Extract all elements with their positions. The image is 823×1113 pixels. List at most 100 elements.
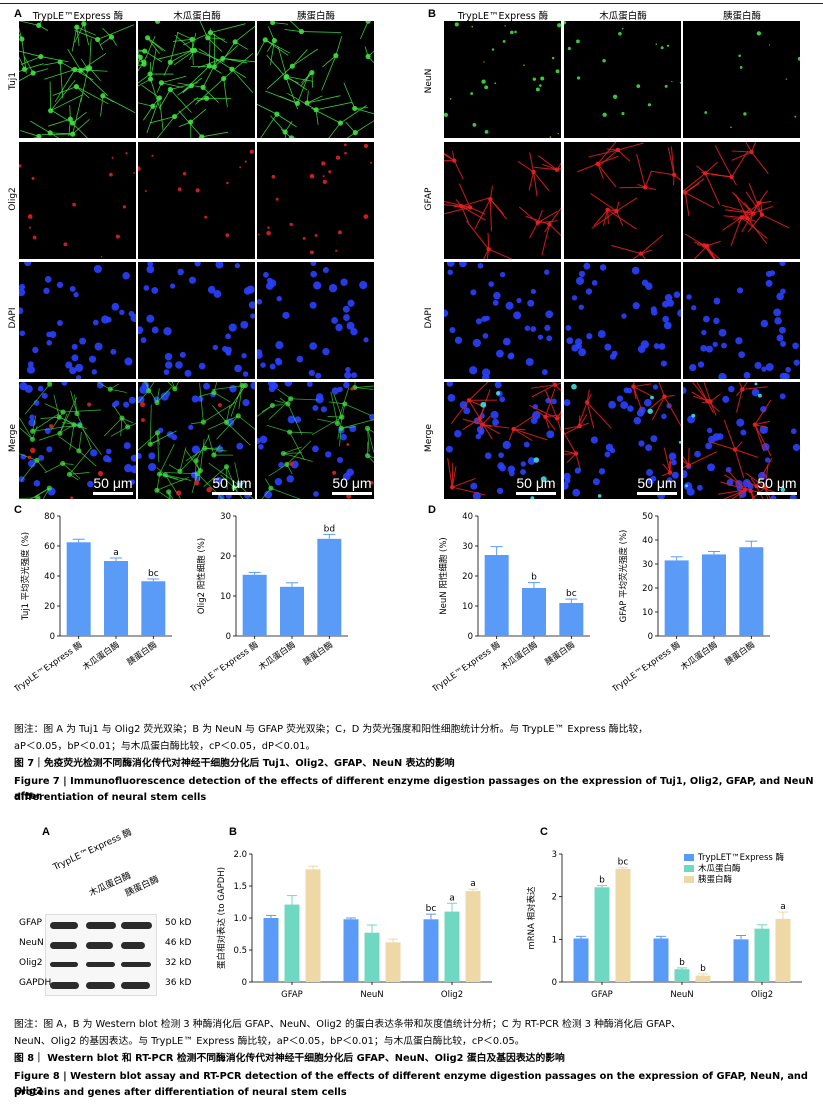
y-axis-label: 蛋白相对表达 (to GAPDH) [216, 867, 227, 969]
fig7-panel-d-label: D [428, 504, 436, 516]
fig7a-image-tuj1-3 [257, 21, 374, 138]
wb-band-gfap-lane-3 [121, 922, 152, 929]
wb-protein-gapdh: GAPDH [19, 978, 52, 988]
fig7-title-en-2: differentiation of neural stem cells [14, 792, 207, 803]
wb-lane-1: TrypLE™Express 酶 [51, 827, 134, 873]
x-tick-label: TrypLE™Express 酶 [190, 639, 261, 695]
wb-band-gapdh-lane-1 [50, 982, 79, 989]
fig7b-col-3: 胰蛋白酶 [722, 11, 761, 22]
x-tick-label: TrypLE™Express 酶 [612, 639, 683, 695]
wb-band-neun-lane-3 [121, 942, 145, 949]
y-tick-label: 20 [642, 584, 653, 594]
wb-protein-neun: NeuN [19, 938, 44, 948]
bar [484, 555, 509, 636]
fig7b-image-dapi-3 [683, 262, 800, 379]
fig7b-row-neun: NeuN [424, 68, 434, 94]
y-tick-label: 1 [552, 935, 557, 945]
bar [522, 588, 546, 636]
fig7-panel-a-label: A [14, 8, 22, 20]
bar [754, 928, 770, 982]
scale-bar-a3: 50 μm [327, 475, 377, 495]
y-tick-label: 20 [44, 602, 55, 612]
bar [573, 938, 589, 982]
x-tick-label: 木瓜蛋白酶 [257, 639, 299, 673]
scale-bar-a2: 50 μm [207, 475, 257, 495]
fig7a-image-olig2-1 [19, 142, 136, 259]
wb-protein-gfap: GFAP [19, 918, 42, 928]
y-axis-label: GFAP 平均荧光强度 (%) [618, 530, 629, 623]
fig7a-image-dapi-1 [19, 262, 136, 379]
x-tick-label: Olig2 [751, 990, 773, 1000]
bar [733, 939, 749, 982]
bar [385, 942, 401, 982]
wb-band-gfap-lane-2 [86, 922, 116, 929]
bar [242, 574, 267, 636]
y-tick-label: 80 [44, 512, 55, 522]
y-axis-label: Tuj1 平均荧光强度 (%) [20, 532, 31, 621]
fig7-title-en-1: Figure 7 | Immunofluorescence detection … [14, 776, 814, 802]
y-tick-label: 1.5 [233, 882, 247, 892]
y-tick-label: 20 [462, 572, 473, 582]
x-tick-label: 木瓜蛋白酶 [499, 639, 541, 673]
x-tick-label: TrypLE™Express 酶 [14, 639, 85, 695]
bar [695, 975, 711, 982]
fig7a-row-olig2: Olig2 [8, 187, 18, 211]
scale-bar-b1: 50 μm [511, 475, 561, 495]
fig7b-image-neun-3 [683, 21, 800, 138]
fig7b-image-neun-1 [444, 21, 561, 138]
wb-band-olig2-lane-3 [121, 962, 151, 967]
x-tick-label: 胰蛋白酶 [723, 639, 758, 668]
fig7b-col-1: TrypLE™Express 酶 [457, 11, 549, 22]
y-tick-label: 2.0 [233, 850, 247, 860]
significance-label: bc [566, 589, 577, 599]
x-tick-label: GFAP [591, 990, 613, 1000]
fig7a-row-tuj1: Tuj1 [8, 71, 18, 91]
significance-label: b [531, 573, 537, 583]
legend-label: 胰蛋白酶 [698, 874, 733, 885]
bar [775, 918, 791, 982]
bar [739, 547, 764, 636]
y-tick-label: 3 [552, 850, 557, 860]
significance-label: b [700, 964, 706, 974]
scale-bar-a1: 50 μm [88, 475, 138, 495]
x-tick-label: 胰蛋白酶 [301, 639, 336, 668]
y-axis-label: NeuN 阳性细胞 (%) [438, 537, 449, 614]
y-tick-label: 0 [552, 978, 557, 988]
y-tick-label: 40 [44, 572, 55, 582]
fig7b-image-gfap-1 [444, 142, 561, 259]
bar [653, 938, 669, 982]
significance-label: a [780, 902, 786, 912]
fig7a-image-merge-3 [257, 382, 374, 499]
fig7-panel-c-label: C [14, 504, 22, 516]
wb-band-olig2-lane-2 [86, 962, 115, 967]
significance-label: b [599, 876, 605, 886]
fig8c-mrna-chart: 0 1 2 3 mRNA 相对表达 b bc GFAP b b NeuN a Olig2 TrypLET™… [526, 850, 802, 1000]
fig7-panel-b-label: B [428, 8, 436, 20]
fig8-title-en-2: proteins and genes after differentiation… [14, 1087, 347, 1098]
significance-label: bd [324, 524, 335, 534]
bar [284, 904, 300, 982]
y-tick-label: 0 [242, 978, 247, 988]
fig7a-row-merge: Merge [8, 423, 18, 453]
fig8-panel-a-label: A [42, 826, 50, 838]
significance-label: bc [148, 569, 159, 579]
bar [317, 538, 342, 636]
wb-band-gapdh-lane-2 [86, 982, 115, 989]
wb-band-olig2-lane-1 [50, 962, 78, 967]
bar [664, 560, 689, 636]
wb-band-neun-lane-2 [86, 942, 113, 949]
y-axis-label: Olig2 阳性细胞 (%) [196, 538, 207, 614]
bar [674, 969, 690, 982]
fig7b-row-dapi: DAPI [424, 307, 434, 329]
y-tick-label: 10 [220, 592, 231, 602]
bar [364, 932, 380, 982]
fig8-title-en-1: Figure 8 | Western blot assay and RT-PCR… [14, 1071, 808, 1097]
y-tick-label: 60 [44, 542, 55, 552]
x-tick-label: 胰蛋白酶 [543, 639, 578, 668]
significance-label: a [113, 548, 119, 558]
y-axis-label: mRNA 相对表达 [526, 886, 537, 950]
fig7b-image-dapi-1 [444, 262, 561, 379]
fig7d-gfap-chart: 0 10 20 30 40 50 GFAP 平均荧光强度 (%) TrypLE™Express… [612, 512, 770, 695]
fig7a-col-1: TrypLE™Express 酶 [32, 11, 124, 22]
x-tick-label: GFAP [281, 990, 303, 1000]
